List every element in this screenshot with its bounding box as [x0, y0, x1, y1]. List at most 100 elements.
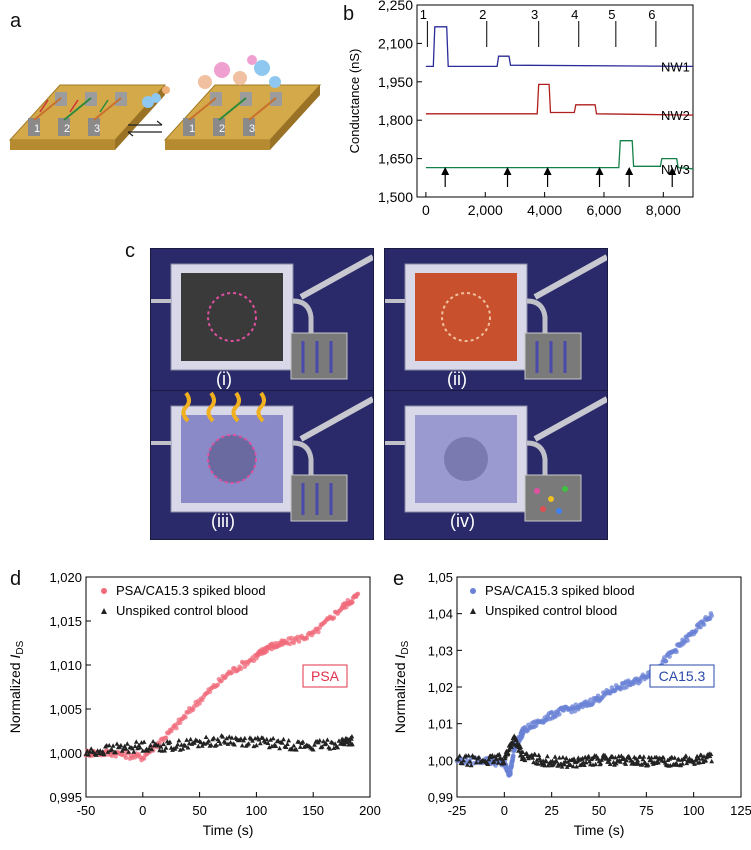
data-point — [613, 755, 618, 760]
data-point — [554, 759, 560, 764]
x-tick-label: 6,000 — [586, 202, 621, 218]
data-point — [207, 689, 213, 694]
y-tick-label: 1,950 — [378, 74, 413, 90]
injection-arrowhead — [668, 167, 677, 175]
data-point — [133, 739, 139, 744]
data-point — [291, 640, 297, 646]
data-point — [226, 734, 232, 739]
data-point — [516, 748, 521, 753]
data-point — [113, 749, 119, 755]
x-tick-label: 0 — [501, 803, 508, 818]
y-axis-label: Conductance (nS) — [347, 49, 362, 154]
bound-molecules-icon — [198, 55, 281, 89]
y-tick-label: 0,995 — [49, 790, 82, 805]
data-point — [349, 734, 355, 739]
annotation-label: PSA — [311, 668, 340, 684]
psa-chart: 1,020 1,015 1,010 1,005 1,000 0,995-50 0 50 100 1… — [7, 570, 381, 838]
data-point — [283, 744, 289, 749]
data-point — [350, 741, 355, 747]
series-line-nw3 — [425, 140, 694, 170]
data-point — [347, 738, 353, 744]
data-point — [174, 744, 179, 749]
series-label-nw3: NW3 — [661, 162, 690, 177]
data-point — [269, 743, 275, 749]
data-point — [500, 757, 505, 762]
injection-arrowhead — [503, 167, 512, 175]
x-tick-label: 50 — [592, 803, 606, 818]
data-point — [149, 746, 155, 752]
y-tick-label: 1,03 — [428, 643, 453, 658]
x-tick-label: 150 — [302, 803, 324, 818]
data-point — [163, 735, 169, 740]
data-point — [692, 761, 697, 766]
annotation-box — [649, 664, 715, 688]
molecule-ring — [207, 434, 257, 484]
collection-chip — [290, 332, 348, 380]
data-point — [551, 760, 557, 765]
data-point — [530, 755, 536, 760]
data-point — [273, 743, 279, 748]
chip-label-3-right: 3 — [249, 123, 255, 135]
series-line-nw2 — [425, 83, 694, 116]
panel-a-schematic: 1 2 3 1 2 3 — [8, 55, 322, 150]
legend-label: PSA/CA15.3 spiked blood — [485, 583, 635, 598]
data-point — [225, 741, 231, 746]
data-point — [701, 754, 707, 759]
data-point — [501, 760, 507, 766]
data-point — [217, 741, 223, 746]
data-point — [132, 743, 138, 749]
x-tick-label: -50 — [77, 803, 96, 818]
free-molecules-icon — [142, 86, 170, 108]
data-point — [124, 741, 130, 746]
molecule-ring — [207, 292, 257, 342]
inlet-tube — [299, 254, 373, 300]
panel-e-letter: e — [393, 568, 405, 590]
data-point — [223, 740, 228, 745]
data-point — [214, 742, 219, 747]
y-tick-label: 1,04 — [428, 607, 453, 622]
y-tick-label: 1,800 — [378, 112, 413, 128]
data-point — [241, 738, 246, 743]
x-tick-label: 75 — [639, 803, 653, 818]
data-point — [457, 753, 462, 758]
x-tick-label: 0 — [422, 202, 430, 218]
data-point — [645, 762, 651, 767]
panel-a-letter: a — [10, 10, 22, 32]
data-point — [256, 737, 262, 742]
device-surface — [181, 273, 283, 361]
data-point — [560, 754, 566, 760]
plot-frame — [416, 4, 694, 198]
data-point — [621, 756, 627, 761]
y-tick-label: 1,500 — [378, 189, 413, 205]
y-tick-label: 1,01 — [428, 717, 453, 732]
inlet-tube — [533, 254, 607, 300]
data-point — [84, 748, 90, 753]
tile-label-iii: (iii) — [211, 511, 235, 531]
data-point — [109, 746, 115, 752]
data-point — [672, 755, 678, 760]
collection-chip — [290, 474, 348, 522]
series-spiked — [454, 611, 714, 778]
data-point — [188, 736, 193, 742]
y-tick-label: 1,650 — [378, 151, 413, 167]
data-point — [229, 735, 235, 740]
data-point — [105, 749, 111, 754]
data-point — [304, 636, 310, 641]
molecule-ring — [441, 292, 491, 342]
data-point — [343, 604, 349, 610]
data-point — [663, 658, 669, 664]
chip-label-2-right: 2 — [219, 123, 225, 135]
data-point — [708, 751, 714, 756]
data-point — [520, 749, 526, 754]
chip-label-1-right: 1 — [189, 123, 195, 135]
x-tick-label: 8,000 — [646, 202, 681, 218]
data-point — [467, 759, 473, 764]
tile-label-ii: (ii) — [447, 369, 467, 389]
data-point — [123, 746, 129, 751]
data-point — [118, 742, 124, 748]
data-point — [296, 739, 302, 744]
data-point — [468, 762, 474, 768]
data-point — [582, 762, 587, 767]
data-point — [180, 746, 186, 751]
data-point — [518, 744, 524, 750]
